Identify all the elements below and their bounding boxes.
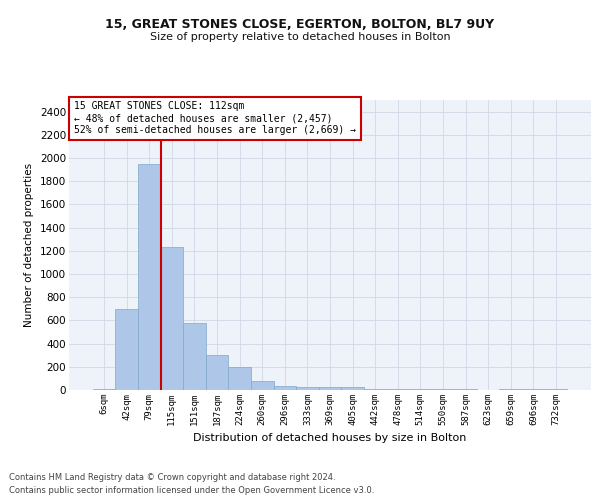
Y-axis label: Number of detached properties: Number of detached properties [25, 163, 34, 327]
Bar [251, 382, 274, 390]
Bar [138, 164, 161, 390]
Bar [431, 389, 454, 390]
Text: 15 GREAT STONES CLOSE: 112sqm
← 48% of detached houses are smaller (2,457)
52% o: 15 GREAT STONES CLOSE: 112sqm ← 48% of d… [74, 102, 356, 134]
Bar [93, 389, 115, 390]
Bar [319, 387, 341, 390]
Text: Size of property relative to detached houses in Bolton: Size of property relative to detached ho… [149, 32, 451, 42]
Text: Contains HM Land Registry data © Crown copyright and database right 2024.: Contains HM Land Registry data © Crown c… [9, 472, 335, 482]
Bar [183, 324, 206, 390]
Text: Contains public sector information licensed under the Open Government Licence v3: Contains public sector information licen… [9, 486, 374, 495]
Text: 15, GREAT STONES CLOSE, EGERTON, BOLTON, BL7 9UY: 15, GREAT STONES CLOSE, EGERTON, BOLTON,… [106, 18, 494, 30]
Bar [364, 389, 386, 390]
Bar [386, 389, 409, 390]
Bar [274, 386, 296, 390]
X-axis label: Distribution of detached houses by size in Bolton: Distribution of detached houses by size … [193, 434, 467, 444]
Bar [115, 309, 138, 390]
Bar [296, 387, 319, 390]
Bar [341, 387, 364, 390]
Bar [206, 354, 229, 390]
Bar [161, 248, 183, 390]
Bar [229, 367, 251, 390]
